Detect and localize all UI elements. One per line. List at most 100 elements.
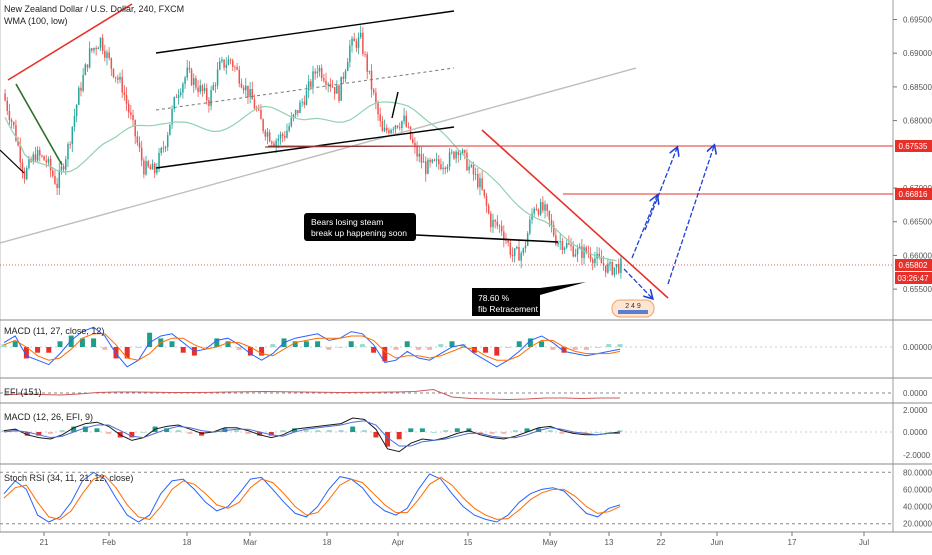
histogram-bar-macd [292,341,298,347]
candle-body [110,58,113,69]
histogram-bar-macd-efi [431,432,437,433]
candle-body [39,149,41,156]
candle-body [28,159,30,168]
candle-body [242,87,245,91]
candle-body [232,60,234,67]
candle-body [258,109,260,111]
histogram-bar-macd-efi [489,432,495,434]
candle-body [268,132,271,142]
candle-body [604,265,607,273]
histogram-bar-macd-efi [129,432,135,438]
candle-body [281,134,284,136]
projection-arrow-up-3 [667,146,714,285]
candle-body [69,144,71,145]
candle-body [201,85,204,92]
candle-body [136,136,139,143]
candle-body [104,50,106,58]
histogram-bar-macd [516,341,522,347]
candle-body [12,121,15,126]
candle-body [461,150,464,154]
candle-body [407,126,410,128]
candle-body [175,97,178,98]
candle-body [418,153,421,157]
histogram-bar-macd-efi [233,430,239,432]
candle-body [583,247,585,258]
histogram-bar-macd [203,347,209,348]
histogram-bar-macd-efi [396,432,402,440]
macd-efi-tick-label: -2.0000 [903,451,931,460]
candle-body [340,76,342,101]
histogram-bar-macd [68,335,74,347]
candle-body [600,257,603,264]
candle-body [190,69,193,85]
candle-body [312,71,314,87]
histogram-bar-macd-efi [59,430,65,432]
annotation-bears-line-1: Bears losing steam [311,217,383,227]
date-tick-label: 17 [788,538,797,547]
stoch-tick-label: 40.0000 [903,503,932,512]
histogram-bar-macd-efi [71,426,77,432]
candle-body [8,110,11,121]
histogram-bar-macd [214,338,220,347]
candle-body [19,145,22,163]
candle-body [245,85,247,91]
histogram-bar-macd-efi [82,426,88,432]
candle-body [381,120,384,132]
channel-lower-line [155,126,455,169]
candle-body [266,132,269,137]
candle-body [147,161,149,167]
candle-body [427,159,429,174]
candle-body [531,213,533,220]
candle-body [496,221,499,226]
candle-body [253,99,256,109]
candle-body [149,166,152,170]
histogram-bar-macd-efi [268,432,274,436]
candle-body [52,170,54,176]
candle-body [101,37,104,51]
candle-body [62,166,65,170]
candle-body [377,102,379,115]
candle-body [509,242,512,255]
candle-body [234,66,236,68]
histogram-bar-macd-efi [373,432,379,438]
candle-body [364,53,366,55]
macd-efi-tick-label: 2.0000 [903,406,928,415]
candle-body [156,169,158,173]
candle-body [574,254,577,257]
candle-body [405,115,408,127]
histogram-bar-macd-efi [280,430,286,432]
histogram-bar-macd-efi [559,432,565,434]
candle-body [192,78,195,85]
histogram-bar-macd [471,347,477,353]
price-tick-label: 0.68500 [903,83,932,92]
candle-body [516,247,518,249]
candle-body [390,129,392,134]
histogram-bar-macd-efi [140,432,146,433]
candle-body [464,150,466,153]
histogram-bar-macd [393,347,399,350]
candle-body [615,263,618,268]
candle-body [505,239,507,241]
candle-body [123,92,126,96]
candle-body [223,59,225,68]
histogram-bar-macd-efi [338,430,344,432]
candle-body [544,204,546,211]
candle-body [320,68,323,79]
candle-body [54,175,56,184]
candle-body [208,100,210,106]
candle-body [353,38,355,42]
histogram-bar-macd [57,341,63,347]
candle-body [448,152,451,167]
histogram-bar-macd [169,341,175,347]
candle-body [294,110,297,115]
early-uptrend-line [7,3,133,81]
candle-body [195,78,197,88]
candle-body [45,160,48,163]
histogram-bar-macd-efi [24,432,30,436]
candle-body [162,148,165,149]
stoch-tick-label: 20.0000 [903,520,932,529]
histogram-bar-macd-efi [245,432,251,434]
candle-body [143,160,145,175]
histogram-bar-macd [415,347,421,350]
